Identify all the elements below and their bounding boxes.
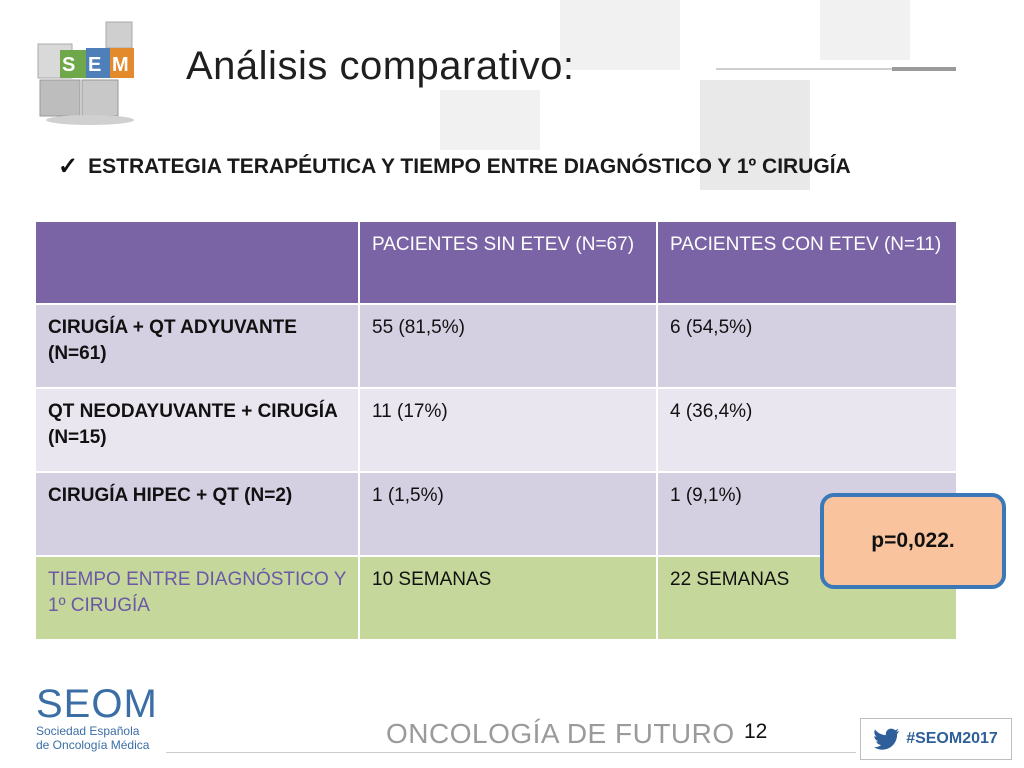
row-label: CIRUGÍA + QT ADYUVANTE (N=61) [36,305,360,389]
title-divider [716,68,956,70]
table-row: QT NEODAYUVANTE + CIRUGÍA (N=15) 11 (17%… [36,389,958,473]
background-cube [440,90,540,150]
table-row: TIEMPO ENTRE DIAGNÓSTICO Y 1º CIRUGÍA 10… [36,557,958,641]
org-subtitle-line: de Oncología Médica [36,738,150,752]
title-divider-accent [892,67,956,71]
background-cube [560,0,680,70]
section-heading-text: ESTRATEGIA TERAPÉUTICA Y TIEMPO ENTRE DI… [88,154,851,178]
table-cell: 6 (54,5%) [658,305,958,389]
org-subtitle-line: Sociedad Española [36,724,140,738]
table-cell: 4 (36,4%) [658,389,958,473]
background-cube [820,0,910,60]
table-header-cell: PACIENTES CON ETEV (N=11) [658,222,958,305]
svg-text:E: E [88,54,101,76]
table-row: CIRUGÍA + QT ADYUVANTE (N=61) 55 (81,5%)… [36,305,958,389]
table-header-cell: PACIENTES SIN ETEV (N=67) [360,222,658,305]
footer-slogan: ONCOLOGÍA DE FUTURO [386,718,735,749]
seom-footer-logo: SEOM Sociedad Española de Oncología Médi… [36,684,158,752]
row-label: CIRUGÍA HIPEC + QT (N=2) [36,473,360,557]
table-cell: 10 SEMANAS [360,557,658,641]
section-heading: ✓ ESTRATEGIA TERAPÉUTICA Y TIEMPO ENTRE … [58,152,851,181]
p-value-callout: p=0,022. [820,493,1006,589]
svg-text:S: S [62,54,75,76]
table-header-cell [36,222,360,305]
org-name: SEOM [36,682,158,726]
table-cell: 11 (17%) [360,389,658,473]
table-cell: 55 (81,5%) [360,305,658,389]
background-cube [700,80,810,190]
checkmark-icon: ✓ [58,153,79,180]
slide-number: 12 [744,720,768,743]
twitter-bird-icon [874,728,900,750]
row-label: TIEMPO ENTRE DIAGNÓSTICO Y 1º CIRUGÍA [36,557,360,641]
table-cell: 1 (1,5%) [360,473,658,557]
table-row: CIRUGÍA HIPEC + QT (N=2) 1 (1,5%) 1 (9,1… [36,473,958,557]
hashtag-badge: #SEOM2017 [860,718,1012,760]
svg-text:M: M [112,54,129,76]
table-header-row: PACIENTES SIN ETEV (N=67) PACIENTES CON … [36,222,958,305]
page-title: Análisis comparativo: [186,44,575,88]
row-label: QT NEODAYUVANTE + CIRUGÍA (N=15) [36,389,360,473]
comparison-table: PACIENTES SIN ETEV (N=67) PACIENTES CON … [36,222,958,641]
footer-divider [166,752,856,753]
seom-2017-cube-logo: S E M [30,14,148,126]
hashtag-text: #SEOM2017 [906,730,998,747]
